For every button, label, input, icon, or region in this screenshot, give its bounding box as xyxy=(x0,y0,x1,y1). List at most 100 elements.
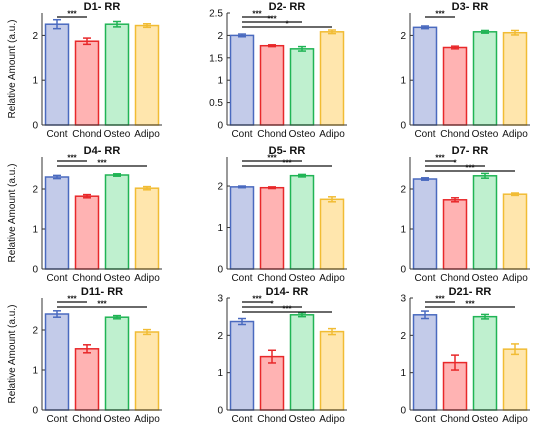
bar-adipo xyxy=(134,187,160,270)
x-tick-label: Adipo xyxy=(502,414,528,424)
bar-osteo xyxy=(289,314,315,411)
y-tick-label: 2 xyxy=(217,31,223,42)
x-tick-label: Adipo xyxy=(134,414,160,424)
significance-label: *** xyxy=(252,10,262,19)
y-tick-label: 1 xyxy=(217,368,223,379)
bar-osteo xyxy=(104,174,130,270)
x-tick-label: Cont xyxy=(414,129,435,140)
significance-label: *** xyxy=(267,15,277,24)
bar-cont xyxy=(229,320,255,411)
x-tick-label: Adipo xyxy=(319,414,345,424)
y-tick-label: 2.5 xyxy=(209,9,223,20)
panel-d11: D11- RR Relative Amount (a.u.) Cont Chond Os… xyxy=(7,286,162,424)
x-tick-label: Adipo xyxy=(319,273,345,284)
panel-title: D7- RR xyxy=(452,145,489,157)
bar-cont xyxy=(229,186,255,270)
panel-title: D5- RR xyxy=(269,145,306,157)
x-tick-label: Cont xyxy=(46,414,67,424)
x-tick-label: Adipo xyxy=(502,129,528,140)
significance-label: *** xyxy=(465,300,475,309)
bar-osteo xyxy=(104,316,130,411)
y-tick-label: 0 xyxy=(400,121,406,132)
x-tick-label: Adipo xyxy=(134,273,160,284)
panel-d3: D3- RR Cont Chond Osteo Adipo 0 1 2 *** xyxy=(400,1,530,140)
panel-title: D14- RR xyxy=(266,286,309,298)
x-tick-label: Chond xyxy=(257,129,286,140)
y-tick-label: 1.5 xyxy=(209,53,223,64)
significance-label: *** xyxy=(67,10,77,19)
y-tick-label: 2 xyxy=(400,31,406,42)
x-tick-label: Chond xyxy=(440,273,469,284)
panel-title: D3- RR xyxy=(452,1,489,13)
y-tick-label: 2 xyxy=(217,182,223,193)
bar-adipo xyxy=(134,331,160,411)
x-tick-label: Chond xyxy=(440,129,469,140)
bar-osteo xyxy=(289,174,315,270)
panel-d4: D4- RR Relative Amount (a.u.) Cont Chond Ost… xyxy=(7,145,162,284)
y-tick-label: 0 xyxy=(400,406,406,417)
bar-osteo xyxy=(472,31,498,126)
bar-chond xyxy=(259,44,285,126)
x-tick-label: Osteo xyxy=(289,414,316,424)
significance-label: *** xyxy=(252,295,262,304)
y-tick-label: 2 xyxy=(217,331,223,342)
x-tick-label: Osteo xyxy=(104,273,131,284)
bar-chond xyxy=(74,348,100,411)
x-tick-label: Chond xyxy=(72,273,101,284)
bar-chond xyxy=(259,186,285,270)
x-tick-label: Cont xyxy=(414,273,435,284)
x-tick-label: Cont xyxy=(231,129,252,140)
panel-d21: D21- RR Cont Chond Osteo Adipo 0 1 2 3 *** *** xyxy=(400,286,530,424)
significance-label: * xyxy=(453,159,457,168)
bar-osteo xyxy=(104,23,130,126)
panel-title: D4- RR xyxy=(84,145,121,157)
panel-title: D21- RR xyxy=(449,286,492,298)
x-tick-label: Chond xyxy=(257,273,286,284)
x-tick-label: Chond xyxy=(72,129,101,140)
significance-label: *** xyxy=(97,159,107,168)
bar-adipo xyxy=(502,348,528,411)
y-tick-label: 1 xyxy=(400,368,406,379)
y-tick-label: 0 xyxy=(400,265,406,276)
y-axis-label: Relative Amount (a.u.) xyxy=(7,20,18,119)
y-tick-label: 1 xyxy=(400,76,406,87)
bar-adipo xyxy=(134,24,160,126)
x-tick-label: Cont xyxy=(46,273,67,284)
bar-osteo xyxy=(472,315,498,411)
bar-adipo xyxy=(502,31,528,126)
x-tick-label: Adipo xyxy=(502,273,528,284)
significance-label: * xyxy=(270,300,274,309)
y-tick-label: 1 xyxy=(32,225,38,236)
x-tick-label: Cont xyxy=(414,414,435,424)
bar-chond xyxy=(74,40,100,126)
bar-chond xyxy=(74,195,100,270)
bar-chond xyxy=(442,46,468,126)
x-tick-label: Chond xyxy=(72,414,101,424)
x-tick-label: Chond xyxy=(257,414,286,424)
significance-label: *** xyxy=(465,164,475,173)
bar-adipo xyxy=(319,198,345,270)
y-tick-label: 2 xyxy=(32,31,38,42)
bar-adipo xyxy=(319,31,345,126)
y-tick-label: 0 xyxy=(217,406,223,417)
y-tick-label: 1 xyxy=(400,225,406,236)
bar-adipo xyxy=(502,193,528,270)
significance-label: * xyxy=(285,20,289,29)
x-tick-label: Osteo xyxy=(289,273,316,284)
x-tick-label: Adipo xyxy=(319,129,345,140)
x-tick-label: Osteo xyxy=(472,414,499,424)
x-tick-label: Osteo xyxy=(289,129,316,140)
significance-label: *** xyxy=(282,159,292,168)
significance-label: *** xyxy=(97,300,107,309)
y-tick-label: 1 xyxy=(32,366,38,377)
x-tick-label: Osteo xyxy=(472,129,499,140)
x-tick-label: Chond xyxy=(440,414,469,424)
panel-d1: D1- RR Relative Amount (a.u.) Cont Chond Ost… xyxy=(7,1,162,140)
panel-title: D2- RR xyxy=(269,1,306,13)
bar-cont xyxy=(412,314,438,411)
x-tick-label: Osteo xyxy=(104,129,131,140)
x-tick-label: Cont xyxy=(231,273,252,284)
